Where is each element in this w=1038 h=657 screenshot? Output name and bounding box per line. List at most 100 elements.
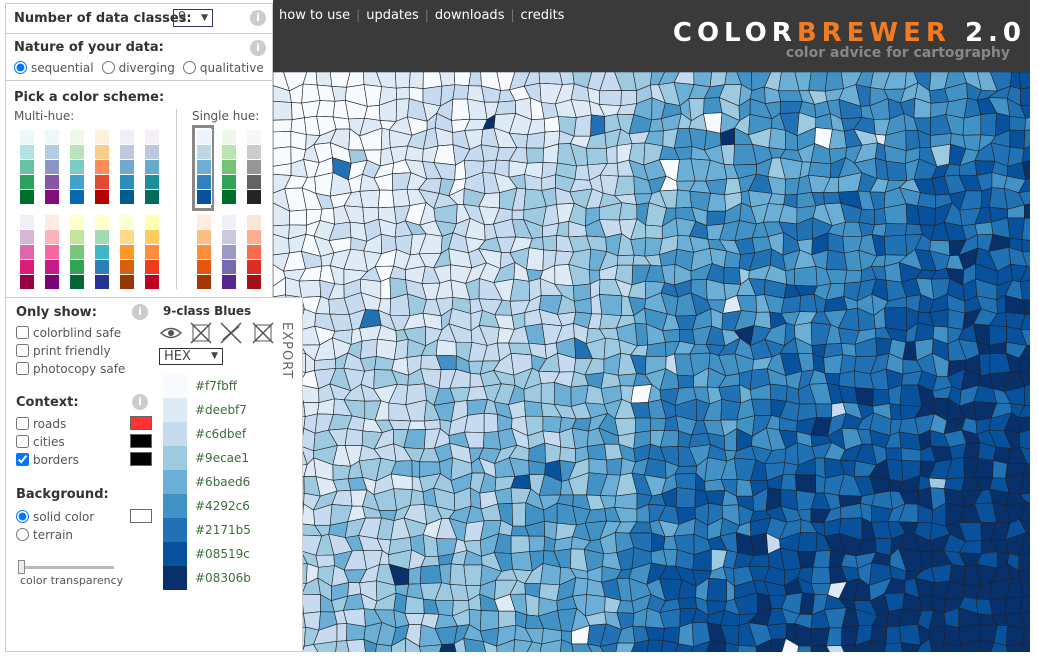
radio[interactable] [16,528,29,541]
swatch[interactable] [95,160,109,174]
swatch[interactable] [45,145,59,159]
swatch[interactable] [247,190,261,204]
swatch[interactable] [247,245,261,259]
nav-link[interactable]: credits [520,8,565,23]
swatch[interactable] [145,160,159,174]
checkbox[interactable] [16,344,29,357]
swatch[interactable] [222,175,236,189]
swatch[interactable] [197,160,211,174]
swatch[interactable] [120,230,134,244]
swatch[interactable] [95,245,109,259]
screen-icon[interactable] [254,324,272,342]
swatch[interactable] [197,245,211,259]
nav-link[interactable]: how to use [279,8,351,23]
swatch[interactable] [222,245,236,259]
slider-handle[interactable] [18,560,25,574]
color-picker[interactable] [130,452,152,466]
radio[interactable] [101,61,115,74]
swatch[interactable] [197,260,211,274]
swatch[interactable] [145,260,159,274]
swatch[interactable] [120,130,134,144]
slider[interactable] [18,566,114,569]
swatch[interactable] [247,130,261,144]
radio[interactable] [16,510,29,523]
swatch[interactable] [45,130,59,144]
swatch[interactable] [70,190,84,204]
color-picker[interactable] [130,509,152,523]
swatch[interactable] [120,190,134,204]
swatch[interactable] [145,130,159,144]
classes-select[interactable]: 9 ▼ [173,9,213,27]
color-picker[interactable] [130,434,152,448]
swatch[interactable] [95,145,109,159]
swatch[interactable] [70,260,84,274]
swatch[interactable] [120,260,134,274]
swatch[interactable] [222,130,236,144]
swatch[interactable] [20,145,34,159]
swatch[interactable] [70,175,84,189]
swatch[interactable] [222,160,236,174]
swatch[interactable] [145,190,159,204]
color-picker[interactable] [130,416,152,430]
swatch[interactable] [45,275,59,289]
swatch[interactable] [70,130,84,144]
swatch[interactable] [145,275,159,289]
swatch[interactable] [120,215,134,229]
swatch[interactable] [222,215,236,229]
swatch[interactable] [20,160,34,174]
swatch[interactable] [45,215,59,229]
swatch[interactable] [45,175,59,189]
swatch[interactable] [45,260,59,274]
swatch[interactable] [70,160,84,174]
swatch[interactable] [95,275,109,289]
swatch[interactable] [247,145,261,159]
swatch[interactable] [247,260,261,274]
swatch[interactable] [95,130,109,144]
swatch[interactable] [197,230,211,244]
swatch[interactable] [20,245,34,259]
swatch[interactable] [70,275,84,289]
swatch[interactable] [222,230,236,244]
checkbox[interactable] [16,326,29,339]
swatch[interactable] [95,260,109,274]
swatch[interactable] [222,275,236,289]
swatch[interactable] [120,175,134,189]
swatch[interactable] [247,175,261,189]
radio[interactable] [14,61,27,74]
swatch[interactable] [222,145,236,159]
swatch[interactable] [145,145,159,159]
swatch[interactable] [145,175,159,189]
swatch[interactable] [197,175,211,189]
swatch[interactable] [20,230,34,244]
info-icon[interactable]: i [132,304,148,320]
swatch[interactable] [45,245,59,259]
swatch[interactable] [145,245,159,259]
checkbox[interactable] [16,362,29,375]
swatch[interactable] [247,215,261,229]
swatch[interactable] [70,215,84,229]
swatch[interactable] [247,160,261,174]
swatch[interactable] [197,275,211,289]
nav-link[interactable]: updates [366,8,419,23]
swatch[interactable] [20,190,34,204]
swatch[interactable] [20,175,34,189]
checkbox[interactable] [16,417,29,430]
swatch[interactable] [197,145,211,159]
swatch[interactable] [247,275,261,289]
swatch[interactable] [197,130,211,144]
info-icon[interactable]: i [250,40,266,56]
swatch[interactable] [20,275,34,289]
eye-icon[interactable] [159,327,183,339]
nav-link[interactable]: downloads [434,8,505,23]
swatch[interactable] [222,260,236,274]
checkbox[interactable] [16,453,29,466]
swatch[interactable] [45,190,59,204]
swatch[interactable] [145,230,159,244]
swatch[interactable] [95,175,109,189]
swatch[interactable] [45,230,59,244]
swatch[interactable] [70,145,84,159]
swatch[interactable] [120,160,134,174]
swatch[interactable] [145,215,159,229]
print-icon[interactable] [192,324,210,342]
swatch[interactable] [197,190,211,204]
